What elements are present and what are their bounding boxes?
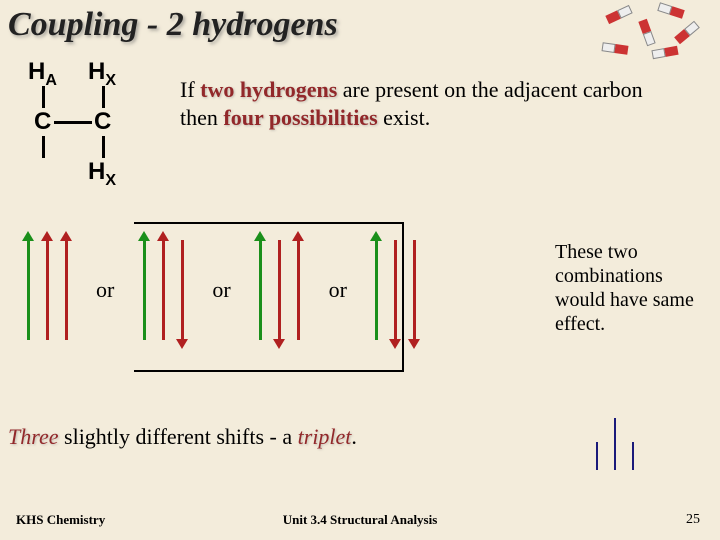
atom-hx-bottom: HX: [88, 158, 116, 190]
description-text: If two hydrogens are present on the adja…: [180, 76, 680, 131]
spin-combo-1: [20, 240, 74, 340]
grouping-bracket: [134, 222, 404, 372]
atom-c-right: C: [94, 108, 111, 136]
footer-center: Unit 3.4 Structural Analysis: [283, 512, 438, 528]
magnet-decor: [596, 6, 706, 62]
bond-c-c: [54, 121, 92, 124]
peak-bar: [614, 418, 616, 470]
emph-two-hydrogens: two hydrogens: [200, 77, 337, 102]
triplet-summary: Three slightly different shifts - a trip…: [8, 424, 357, 450]
bond-hx-c: [102, 86, 105, 108]
arrow-red-down-icon: [413, 240, 416, 340]
arrow-red-up-icon: [65, 240, 68, 340]
bond-c-right-down: [102, 136, 105, 158]
bond-c-left-down: [42, 136, 45, 158]
emph-triplet: triplet: [298, 424, 352, 449]
side-note-text: These two combinations would have same e…: [555, 240, 710, 336]
molecule-structure: HA HX C C HX: [18, 58, 158, 218]
bond-ha-c: [42, 86, 45, 108]
emph-three: Three: [8, 424, 59, 449]
or-label: or: [96, 277, 114, 303]
footer-left: KHS Chemistry: [16, 512, 105, 528]
peak-bar: [596, 442, 598, 470]
arrow-red-up-icon: [46, 240, 49, 340]
triplet-peaks: [590, 418, 640, 470]
atom-c-left: C: [34, 108, 51, 136]
arrow-green-up-icon: [27, 240, 30, 340]
footer-page-number: 25: [686, 512, 700, 528]
slide-title: Coupling - 2 hydrogens: [8, 6, 338, 44]
peak-bar: [632, 442, 634, 470]
emph-four-possibilities: four possibilities: [223, 105, 377, 130]
